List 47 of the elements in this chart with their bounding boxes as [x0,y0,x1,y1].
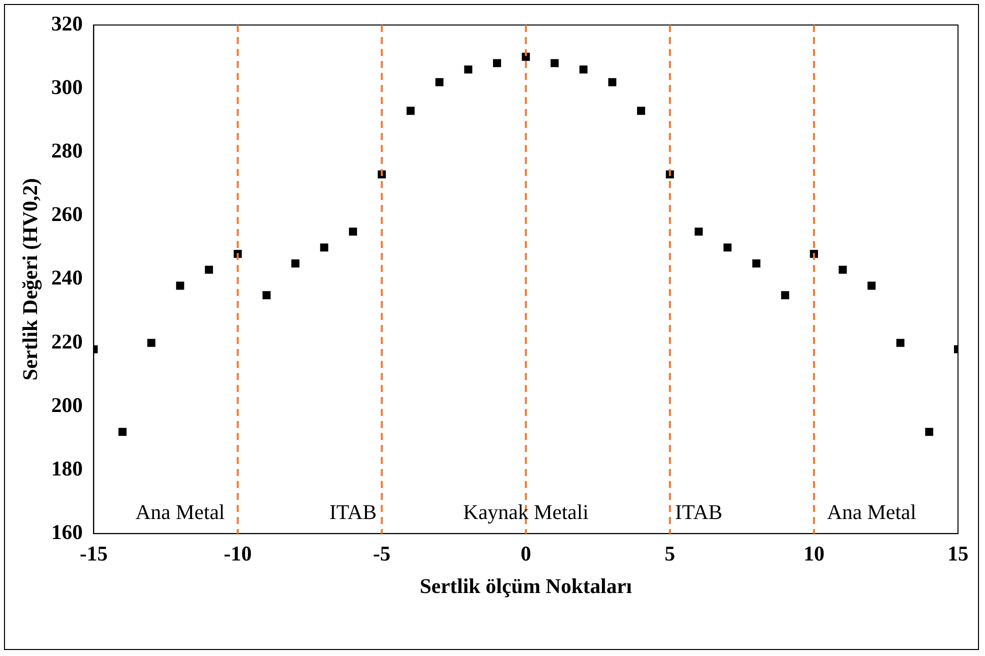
point [464,65,472,74]
annotation: Kaynak Metali [463,500,589,524]
point [752,259,760,268]
point [550,59,559,68]
point [694,228,703,236]
point [406,106,415,115]
point [838,266,847,274]
y-axis-title: Sertlik Değeri (HV0,2) [18,178,42,380]
point [204,266,213,274]
point [723,243,732,252]
x-axis-title: Sertlik ölçüm Noktaları [420,574,632,598]
x-tick-label: -10 [224,542,252,566]
x-tick-label: 5 [664,542,676,566]
x-tick-label: -15 [80,542,108,566]
point [435,78,444,86]
y-tick-label: 240 [51,266,83,290]
y-tick-label: 220 [51,329,83,354]
annotation: ITAB [675,500,722,524]
x-tick-label: 15 [948,542,968,566]
point [348,228,358,236]
y-tick-label: 200 [51,392,83,417]
y-tick-label: 180 [51,456,83,480]
x-tick-label: -5 [373,542,391,566]
annotation: ITAB [329,500,377,524]
annotation: Ana Metal [136,500,225,524]
point [579,65,588,74]
point [493,59,502,68]
y-tick-label: 160 [51,520,83,544]
y-tick-label: 280 [51,138,83,163]
y-tick-label: 320 [51,11,83,36]
point [781,291,790,300]
point [868,282,876,290]
point [637,106,646,115]
point [925,428,934,436]
y-tick-label: 260 [51,202,83,226]
point [896,338,904,347]
annotation: Ana Metal [826,500,916,524]
point [320,243,328,252]
point [118,428,127,436]
point [147,338,156,347]
x-tick-label: 10 [803,542,824,566]
y-tick-label: 300 [51,74,83,99]
point [262,291,271,300]
point [291,259,300,268]
point [608,78,616,86]
x-tick-label: 0 [520,542,532,566]
point [176,282,184,290]
